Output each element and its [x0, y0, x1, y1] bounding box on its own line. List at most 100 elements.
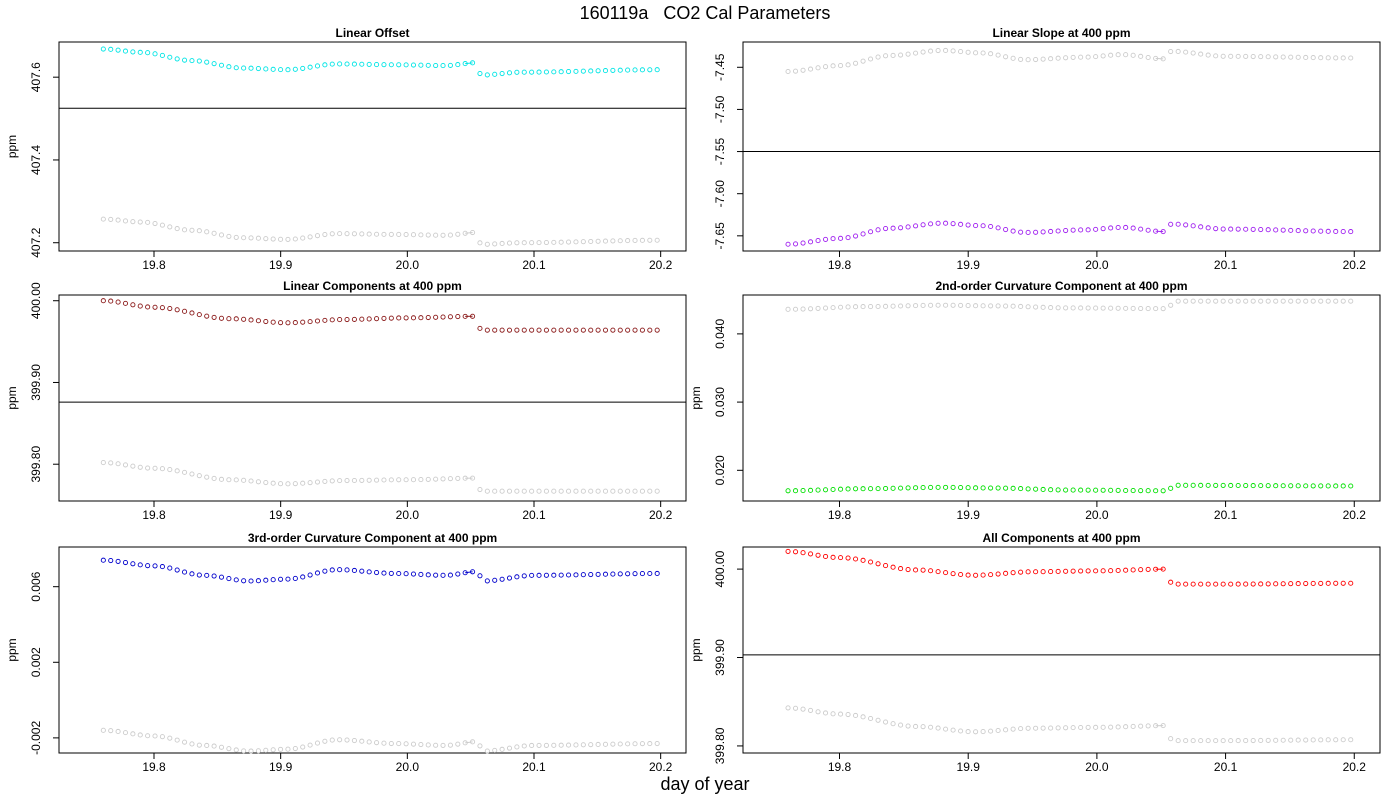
data-point — [285, 481, 291, 487]
data-point — [905, 567, 911, 573]
data-point — [890, 485, 896, 491]
data-point — [1093, 724, 1099, 730]
x-tick-label: 19.9 — [269, 508, 293, 522]
data-point — [189, 571, 195, 577]
data-point — [1235, 581, 1241, 587]
data-point — [639, 571, 645, 577]
data-point — [823, 236, 829, 242]
data-point — [1003, 226, 1009, 233]
panel-title: Linear Slope at 400 ppm — [992, 26, 1130, 40]
data-point — [182, 569, 188, 575]
data-point — [1168, 736, 1174, 742]
data-point — [1108, 305, 1114, 311]
data-point — [1190, 581, 1196, 587]
data-point — [1250, 53, 1256, 60]
data-point — [1250, 581, 1256, 587]
data-point — [1145, 227, 1151, 233]
data-point — [935, 302, 941, 308]
data-point — [1295, 483, 1301, 489]
data-point — [1093, 226, 1099, 232]
x-tick-label: 20.2 — [649, 258, 673, 272]
data-point — [1018, 229, 1024, 235]
data-point — [396, 231, 402, 238]
data-point — [226, 316, 232, 322]
data-point — [344, 478, 350, 484]
data-point — [823, 64, 829, 70]
data-point — [440, 572, 446, 578]
data-point — [868, 304, 874, 310]
data-point — [1303, 580, 1309, 587]
data-point — [115, 299, 121, 305]
data-point — [1153, 566, 1159, 572]
data-point — [1288, 298, 1294, 304]
data-point — [898, 722, 904, 728]
data-point — [100, 216, 106, 222]
data-point — [536, 742, 542, 748]
data-point — [639, 237, 645, 243]
data-point — [632, 67, 638, 73]
x-tick-label: 20.0 — [396, 508, 420, 522]
y-tick-label: 399.90 — [29, 364, 43, 401]
data-point — [1070, 54, 1076, 60]
data-point — [1183, 482, 1189, 488]
data-point — [233, 477, 239, 483]
data-point — [558, 572, 564, 578]
data-point — [1048, 305, 1054, 311]
data-point — [292, 745, 298, 752]
data-point — [1310, 483, 1316, 489]
data-point — [1108, 568, 1114, 574]
y-tick-label: -7.55 — [713, 138, 727, 166]
data-point — [838, 486, 844, 492]
data-point — [875, 561, 881, 567]
data-point — [314, 63, 321, 69]
data-point — [1025, 304, 1031, 310]
data-point — [1033, 486, 1039, 492]
data-point — [1055, 228, 1061, 234]
data-point — [595, 238, 601, 244]
data-point — [1220, 53, 1226, 59]
data-point — [1295, 581, 1301, 587]
data-point — [973, 729, 979, 735]
data-point — [1040, 304, 1046, 310]
plot-frame — [742, 41, 1381, 252]
data-point — [1235, 298, 1241, 304]
data-point — [1198, 298, 1204, 304]
data-point — [204, 313, 210, 319]
data-point — [477, 573, 483, 579]
data-point — [1168, 302, 1174, 308]
data-point — [447, 314, 453, 320]
data-point — [610, 571, 616, 577]
data-point — [958, 49, 964, 55]
data-point — [1205, 581, 1211, 587]
data-point — [182, 227, 188, 233]
data-point — [1295, 737, 1301, 743]
data-point — [1318, 483, 1324, 489]
panel-3: Linear Components at 400 ppm ppm 19.8 19.9 2… — [5, 279, 687, 522]
data-point — [492, 577, 498, 583]
data-point — [617, 67, 623, 73]
data-point — [654, 741, 660, 747]
data-point — [477, 486, 483, 493]
data-point — [1003, 54, 1009, 60]
data-point — [647, 67, 653, 73]
data-point — [913, 485, 919, 491]
data-point — [108, 298, 114, 304]
data-point — [543, 742, 549, 748]
data-point — [292, 320, 298, 326]
data-point — [1003, 727, 1009, 733]
data-point — [807, 487, 814, 493]
data-point — [792, 488, 799, 494]
data-point — [875, 717, 881, 723]
data-point — [1070, 305, 1076, 311]
data-point — [189, 58, 195, 64]
data-point — [388, 740, 394, 747]
data-point — [403, 741, 409, 747]
data-point — [1288, 737, 1294, 743]
x-tick-label: 19.8 — [828, 508, 852, 522]
data-point — [1093, 487, 1099, 493]
data-point — [462, 313, 468, 319]
data-point — [905, 723, 911, 729]
data-point — [602, 571, 609, 577]
data-point — [551, 488, 557, 494]
